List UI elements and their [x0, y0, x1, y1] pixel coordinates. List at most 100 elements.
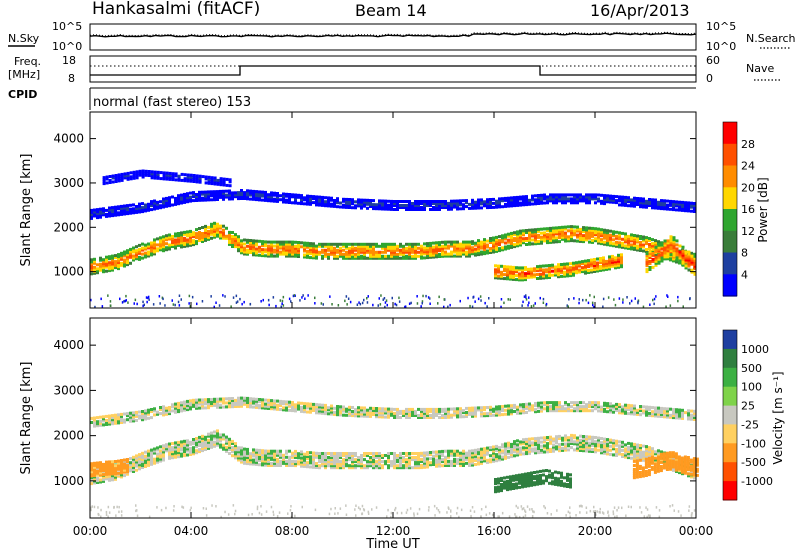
heatmap-cell	[489, 448, 492, 452]
heatmap-cell	[408, 456, 411, 459]
heatmap-cell	[348, 458, 351, 462]
heatmap-cell	[627, 236, 630, 240]
heatmap-cell	[531, 449, 534, 453]
heatmap-cell	[114, 254, 117, 258]
heatmap-cell	[518, 276, 521, 280]
heatmap-cell	[231, 235, 234, 238]
heatmap-cell	[159, 244, 162, 248]
heatmap-cell	[633, 239, 636, 243]
heatmap-cell	[453, 453, 456, 457]
heatmap-cell	[456, 451, 459, 455]
heatmap-cell	[99, 478, 102, 482]
heatmap-cell	[270, 193, 273, 197]
heatmap-cell	[495, 459, 498, 463]
heatmap-cell	[575, 261, 578, 265]
heatmap-cell	[540, 231, 543, 235]
heatmap-cell	[156, 446, 159, 450]
heatmap-cell	[159, 240, 162, 244]
heatmap-cell	[506, 265, 509, 269]
heatmap-cell	[201, 238, 204, 241]
heatmap-cell	[539, 264, 542, 268]
heatmap-cell	[234, 237, 237, 241]
heatmap-cell	[243, 457, 246, 461]
heatmap-cell	[333, 460, 336, 464]
heatmap-cell	[339, 407, 342, 411]
heatmap-cell	[123, 208, 126, 212]
heatmap-speckle	[637, 300, 639, 304]
heatmap-cell	[90, 208, 93, 212]
heatmap-cell	[267, 453, 270, 457]
heatmap-cell	[548, 264, 551, 267]
heatmap-cell	[564, 444, 567, 448]
heatmap-cell	[426, 244, 429, 248]
heatmap-cell	[411, 458, 414, 462]
heatmap-cell	[156, 237, 159, 241]
heatmap-cell	[249, 251, 252, 254]
heatmap-cell	[162, 239, 165, 243]
heatmap-cell	[96, 422, 99, 426]
heatmap-cell	[186, 441, 189, 445]
heatmap-cell	[255, 403, 258, 407]
heatmap-cell	[624, 443, 627, 447]
heatmap-cell	[108, 210, 111, 214]
heatmap-cell	[474, 454, 477, 458]
heatmap-cell	[614, 260, 617, 264]
heatmap-cell	[363, 412, 366, 416]
heatmap-cell	[297, 401, 300, 405]
heatmap-cell	[654, 249, 658, 253]
heatmap-cell	[561, 448, 564, 452]
heatmap-cell	[303, 454, 306, 458]
heatmap-cell	[99, 473, 102, 477]
heatmap-cell	[417, 454, 420, 457]
heatmap-cell	[141, 410, 144, 413]
heatmap-cell	[135, 249, 138, 253]
heatmap-cell	[495, 243, 498, 247]
heatmap-cell	[333, 454, 336, 457]
heatmap-cell	[360, 462, 363, 466]
heatmap-cell	[396, 244, 399, 248]
heatmap-cell	[519, 239, 522, 243]
heatmap-cell	[141, 171, 145, 175]
heatmap-cell	[120, 421, 123, 424]
heatmap-cell	[582, 443, 585, 447]
heatmap-cell	[639, 249, 642, 252]
heatmap-cell	[105, 470, 108, 474]
heatmap-cell	[156, 206, 159, 210]
heatmap-cell	[336, 201, 339, 205]
heatmap-cell	[240, 452, 243, 456]
heatmap-cell	[663, 253, 667, 257]
heatmap-cell	[560, 266, 563, 270]
heatmap-cell	[324, 412, 327, 416]
heatmap-cell	[327, 246, 330, 250]
heatmap-cell	[599, 268, 602, 272]
heatmap-cell	[336, 466, 339, 470]
heatmap-speckle	[471, 305, 474, 308]
heatmap-cell	[180, 199, 183, 203]
heatmap-cell	[222, 193, 225, 197]
heatmap-cell	[552, 236, 555, 240]
heatmap-cell	[546, 201, 549, 205]
heatmap-cell	[153, 459, 156, 463]
heatmap-cell	[426, 242, 429, 246]
heatmap-cell	[138, 467, 141, 471]
heatmap-cell	[681, 208, 684, 212]
heatmap-cell	[687, 268, 691, 272]
heatmap-cell	[369, 250, 372, 254]
heatmap-cell	[594, 436, 597, 439]
heatmap-cell	[201, 434, 204, 438]
heatmap-cell	[228, 230, 231, 234]
heatmap-cell	[563, 264, 566, 268]
heatmap-cell	[423, 455, 426, 459]
heatmap-cell	[480, 449, 483, 453]
heatmap-cell	[480, 461, 483, 465]
heatmap-cell	[627, 238, 630, 242]
heatmap-cell	[342, 452, 345, 455]
heatmap-cell	[117, 465, 120, 469]
heatmap-cell	[630, 237, 633, 241]
heatmap-cell	[198, 440, 201, 443]
heatmap-cell	[114, 266, 117, 270]
heatmap-cell	[536, 277, 539, 280]
heatmap-cell	[495, 245, 498, 249]
heatmap-cell	[450, 250, 453, 254]
heatmap-cell	[408, 466, 411, 470]
